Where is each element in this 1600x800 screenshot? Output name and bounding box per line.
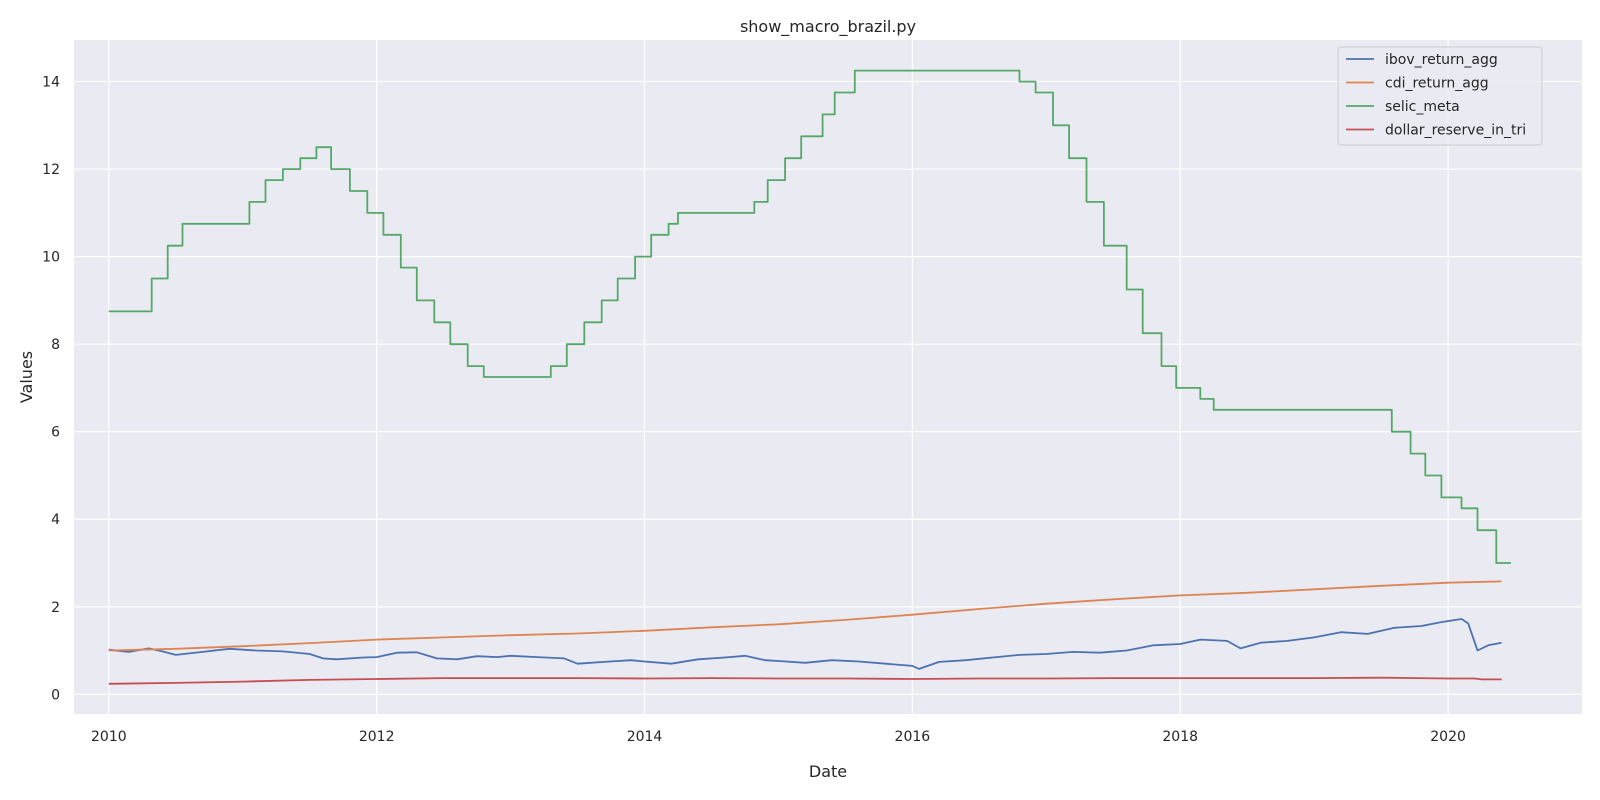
x-axis-label: Date [809,762,847,781]
x-tick-label: 2016 [895,729,931,745]
y-axis-ticks: 0 2 4 6 8 10 12 14 [42,75,60,704]
y-tick-label: 12 [42,162,60,178]
y-tick-label: 14 [42,75,60,91]
x-tick-label: 2020 [1430,729,1466,745]
series-line-selic-meta [108,69,1511,564]
x-tick-label: 2012 [359,729,395,745]
legend-label: dollar_reserve_in_tri [1385,123,1526,139]
x-tick-label: 2018 [1162,729,1198,745]
series-line-dollar-reserve-in-tri [108,676,1502,685]
series-layer [108,69,1511,685]
y-tick-label: 6 [51,425,60,441]
legend-label: cdi_return_agg [1385,76,1489,92]
x-tick-label: 2014 [627,729,663,745]
x-axis-ticks: 2010 2012 2014 2016 2018 2020 [91,729,1466,745]
y-tick-label: 2 [51,600,60,616]
series-line-ibov-return-agg [108,618,1502,670]
legend: ibov_return_agg cdi_return_agg selic_metad… [1337,46,1543,146]
chart-title: show_macro_brazil.py [740,17,916,37]
legend-label: selic_meta [1385,99,1460,115]
x-tick-label: 2010 [91,729,127,745]
y-tick-label: 8 [51,337,60,353]
legend-box [1337,46,1543,146]
y-tick-label: 4 [51,512,60,528]
grid-lines [74,40,1582,714]
series-line-cdi-return-agg [108,580,1502,652]
plot-background [74,40,1582,714]
y-axis-label: Values [17,351,36,403]
legend-label: ibov_return_agg [1385,52,1498,68]
y-tick-label: 10 [42,250,60,266]
y-tick-label: 0 [51,687,60,703]
